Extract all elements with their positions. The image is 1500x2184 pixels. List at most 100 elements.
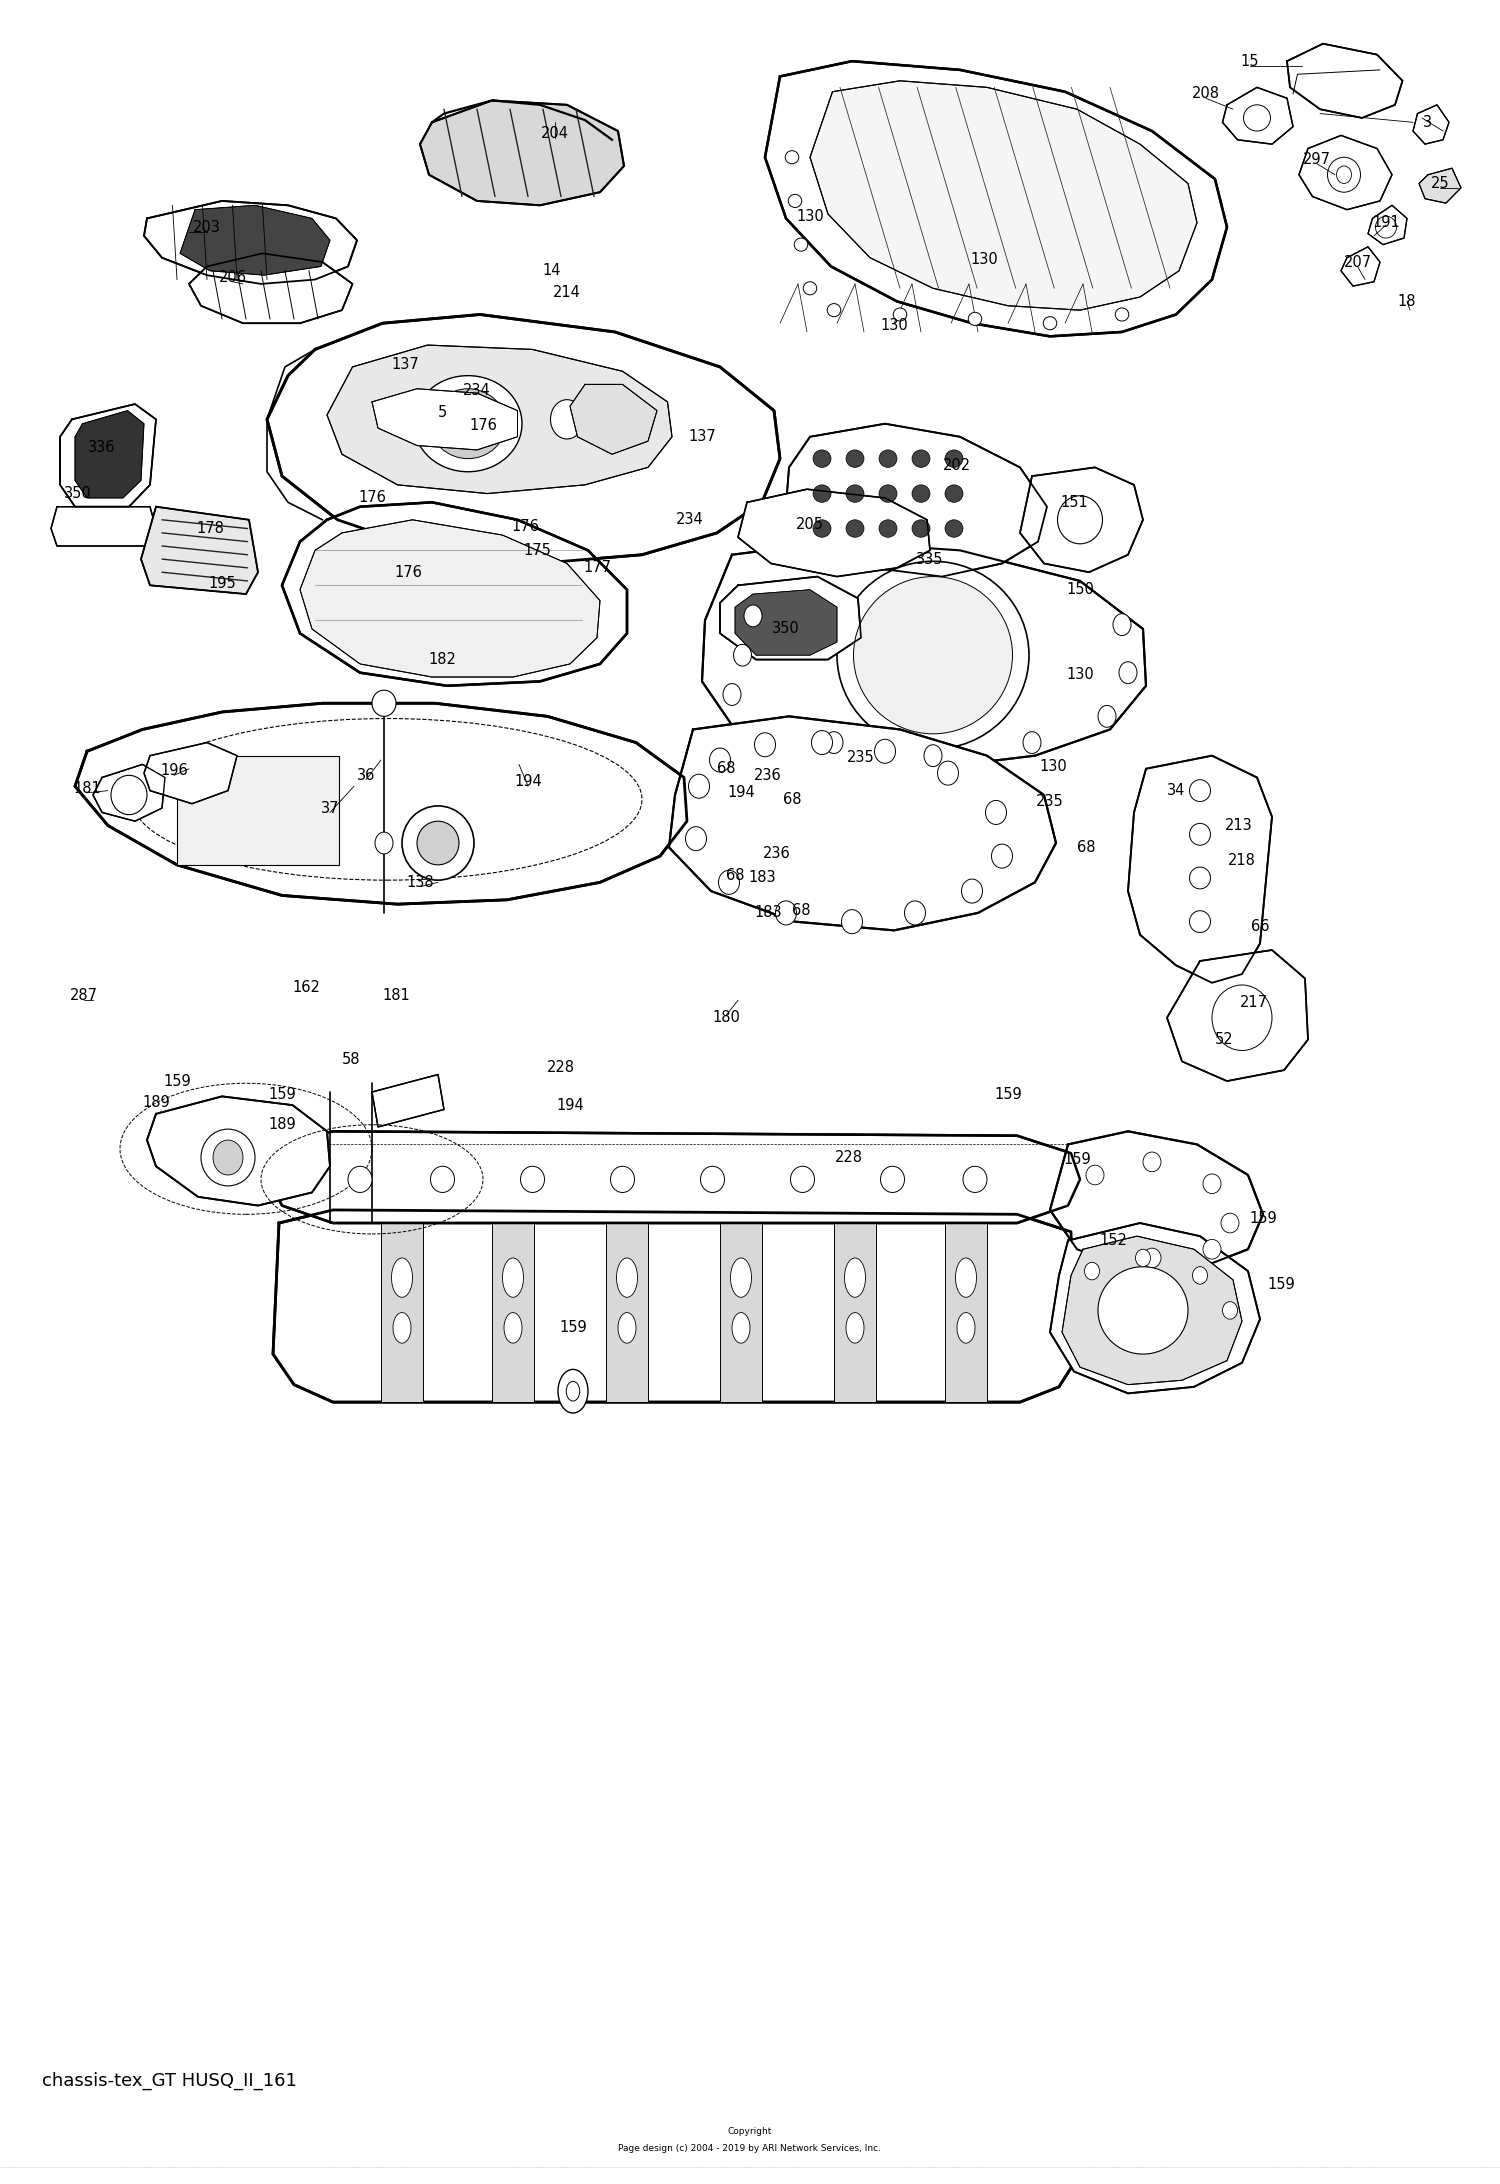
Ellipse shape bbox=[1212, 985, 1272, 1051]
Text: 130: 130 bbox=[1066, 668, 1094, 681]
Text: 162: 162 bbox=[292, 981, 320, 994]
Ellipse shape bbox=[842, 911, 862, 935]
Text: chassis-tex_GT HUSQ_II_161: chassis-tex_GT HUSQ_II_161 bbox=[42, 2073, 297, 2090]
Text: 181: 181 bbox=[382, 989, 410, 1002]
Text: 68: 68 bbox=[717, 762, 735, 775]
Text: 195: 195 bbox=[209, 577, 236, 590]
Ellipse shape bbox=[853, 577, 1012, 734]
Text: 66: 66 bbox=[1251, 919, 1269, 933]
Polygon shape bbox=[1050, 1223, 1260, 1393]
Text: 130: 130 bbox=[1040, 760, 1066, 773]
Ellipse shape bbox=[1143, 1249, 1161, 1267]
Text: 202: 202 bbox=[944, 459, 970, 472]
Text: 297: 297 bbox=[1304, 153, 1330, 166]
Polygon shape bbox=[144, 201, 357, 284]
Text: 138: 138 bbox=[406, 876, 433, 889]
Ellipse shape bbox=[520, 1166, 544, 1192]
Ellipse shape bbox=[789, 194, 801, 207]
Ellipse shape bbox=[1190, 867, 1210, 889]
Text: 150: 150 bbox=[1066, 583, 1094, 596]
Ellipse shape bbox=[1336, 166, 1352, 183]
Text: 177: 177 bbox=[584, 561, 610, 574]
Text: 58: 58 bbox=[342, 1053, 360, 1066]
Ellipse shape bbox=[348, 1166, 372, 1192]
Polygon shape bbox=[144, 743, 237, 804]
Polygon shape bbox=[1128, 756, 1272, 983]
Ellipse shape bbox=[837, 561, 1029, 749]
Ellipse shape bbox=[618, 1313, 636, 1343]
Ellipse shape bbox=[1203, 1241, 1221, 1258]
Polygon shape bbox=[189, 253, 352, 323]
Text: 217: 217 bbox=[1240, 996, 1268, 1009]
Ellipse shape bbox=[744, 605, 762, 627]
Ellipse shape bbox=[790, 1166, 814, 1192]
Text: 159: 159 bbox=[1064, 1153, 1090, 1166]
Text: 206: 206 bbox=[219, 271, 246, 284]
Ellipse shape bbox=[734, 644, 752, 666]
Text: 68: 68 bbox=[783, 793, 801, 806]
Text: 68: 68 bbox=[792, 904, 810, 917]
Ellipse shape bbox=[503, 1258, 524, 1297]
Ellipse shape bbox=[825, 732, 843, 753]
Text: 159: 159 bbox=[268, 1088, 296, 1101]
Text: 205: 205 bbox=[796, 518, 824, 531]
Bar bbox=[492, 1223, 534, 1402]
Ellipse shape bbox=[846, 520, 864, 537]
Ellipse shape bbox=[938, 762, 958, 784]
Polygon shape bbox=[75, 703, 687, 904]
Ellipse shape bbox=[828, 304, 842, 317]
Ellipse shape bbox=[962, 880, 982, 904]
Ellipse shape bbox=[957, 1313, 975, 1343]
Text: 180: 180 bbox=[712, 1011, 740, 1024]
Text: 203: 203 bbox=[194, 221, 220, 234]
Text: 159: 159 bbox=[1268, 1278, 1294, 1291]
Text: 236: 236 bbox=[764, 847, 790, 860]
Polygon shape bbox=[720, 577, 861, 660]
Ellipse shape bbox=[880, 1166, 904, 1192]
Text: 14: 14 bbox=[543, 264, 561, 277]
Ellipse shape bbox=[1222, 1302, 1238, 1319]
Text: 137: 137 bbox=[688, 430, 715, 443]
Text: 159: 159 bbox=[560, 1321, 586, 1334]
Ellipse shape bbox=[963, 1166, 987, 1192]
Text: 350: 350 bbox=[64, 487, 92, 500]
Text: 159: 159 bbox=[164, 1075, 190, 1088]
Text: 196: 196 bbox=[160, 764, 188, 778]
Ellipse shape bbox=[732, 1313, 750, 1343]
Ellipse shape bbox=[912, 520, 930, 537]
Ellipse shape bbox=[912, 450, 930, 467]
Ellipse shape bbox=[924, 745, 942, 767]
Ellipse shape bbox=[392, 1258, 412, 1297]
Polygon shape bbox=[1050, 1131, 1263, 1271]
Text: 336: 336 bbox=[88, 441, 116, 454]
Ellipse shape bbox=[1190, 823, 1210, 845]
Text: 34: 34 bbox=[1167, 784, 1185, 797]
Bar bbox=[381, 1223, 423, 1402]
Ellipse shape bbox=[1044, 317, 1056, 330]
Polygon shape bbox=[372, 1075, 444, 1127]
Ellipse shape bbox=[567, 1382, 579, 1402]
Text: 194: 194 bbox=[728, 786, 754, 799]
Text: 183: 183 bbox=[754, 906, 782, 919]
Ellipse shape bbox=[730, 1258, 752, 1297]
Text: 235: 235 bbox=[847, 751, 874, 764]
Text: 234: 234 bbox=[676, 513, 703, 526]
Polygon shape bbox=[570, 384, 657, 454]
Polygon shape bbox=[786, 424, 1047, 577]
Text: 228: 228 bbox=[836, 1151, 862, 1164]
Polygon shape bbox=[1167, 950, 1308, 1081]
Polygon shape bbox=[669, 716, 1056, 930]
Ellipse shape bbox=[879, 520, 897, 537]
Polygon shape bbox=[60, 404, 156, 507]
Ellipse shape bbox=[686, 826, 706, 850]
Ellipse shape bbox=[969, 312, 981, 325]
Polygon shape bbox=[327, 345, 672, 494]
Text: 183: 183 bbox=[748, 871, 776, 885]
Ellipse shape bbox=[904, 902, 926, 926]
Polygon shape bbox=[1299, 135, 1392, 210]
Text: 68: 68 bbox=[1077, 841, 1095, 854]
Ellipse shape bbox=[430, 389, 506, 459]
Polygon shape bbox=[1413, 105, 1449, 144]
Ellipse shape bbox=[1114, 308, 1128, 321]
Ellipse shape bbox=[846, 1313, 864, 1343]
